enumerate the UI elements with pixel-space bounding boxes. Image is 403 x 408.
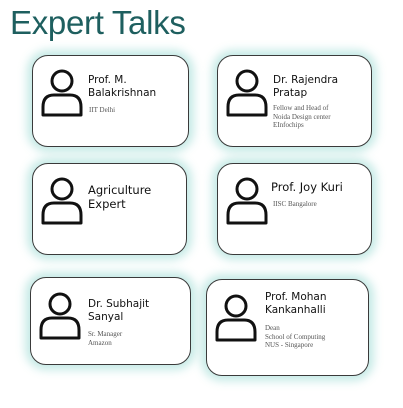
speaker-card-balakrishnan[interactable]: Prof. M. Balakrishnan IIT Delhi xyxy=(32,55,189,147)
speaker-affiliation: Fellow and Head of Noida Design center E… xyxy=(273,104,331,129)
speaker-name: Agriculture Expert xyxy=(88,183,152,211)
speaker-card-subhajit-sanyal[interactable]: Dr. Subhajit Sanyal Sr. Manager Amazon xyxy=(30,277,191,365)
speaker-name: Prof. M. Balakrishnan xyxy=(88,74,157,99)
speaker-affiliation: IISC Bangalore xyxy=(273,200,317,208)
user-icon xyxy=(39,68,85,118)
speaker-card-mohan-kankanhalli[interactable]: Prof. Mohan Kankanhalli Dean School of C… xyxy=(206,279,369,376)
user-icon xyxy=(37,291,83,341)
user-icon xyxy=(213,293,259,343)
speaker-name: Dr. Subhajit Sanyal xyxy=(88,298,150,323)
speaker-card-joy-kuri[interactable]: Prof. Joy Kuri IISC Bangalore xyxy=(217,163,372,255)
page-title: Expert Talks xyxy=(10,4,186,41)
speaker-name: Prof. Mohan Kankanhalli xyxy=(265,291,327,316)
user-icon xyxy=(224,68,270,118)
speaker-card-agriculture-expert[interactable]: Agriculture Expert xyxy=(32,163,187,255)
speaker-affiliation: IIT Delhi xyxy=(89,106,116,114)
speaker-name: Dr. Rajendra Pratap xyxy=(273,74,339,99)
speaker-affiliation: Dean School of Computing NUS - Singapore xyxy=(265,324,326,349)
speaker-name: Prof. Joy Kuri xyxy=(271,180,343,194)
speaker-affiliation: Sr. Manager Amazon xyxy=(88,330,123,347)
user-icon xyxy=(224,176,270,226)
user-icon xyxy=(39,176,85,226)
speaker-card-rajendra-pratap[interactable]: Dr. Rajendra Pratap Fellow and Head of N… xyxy=(217,55,372,147)
